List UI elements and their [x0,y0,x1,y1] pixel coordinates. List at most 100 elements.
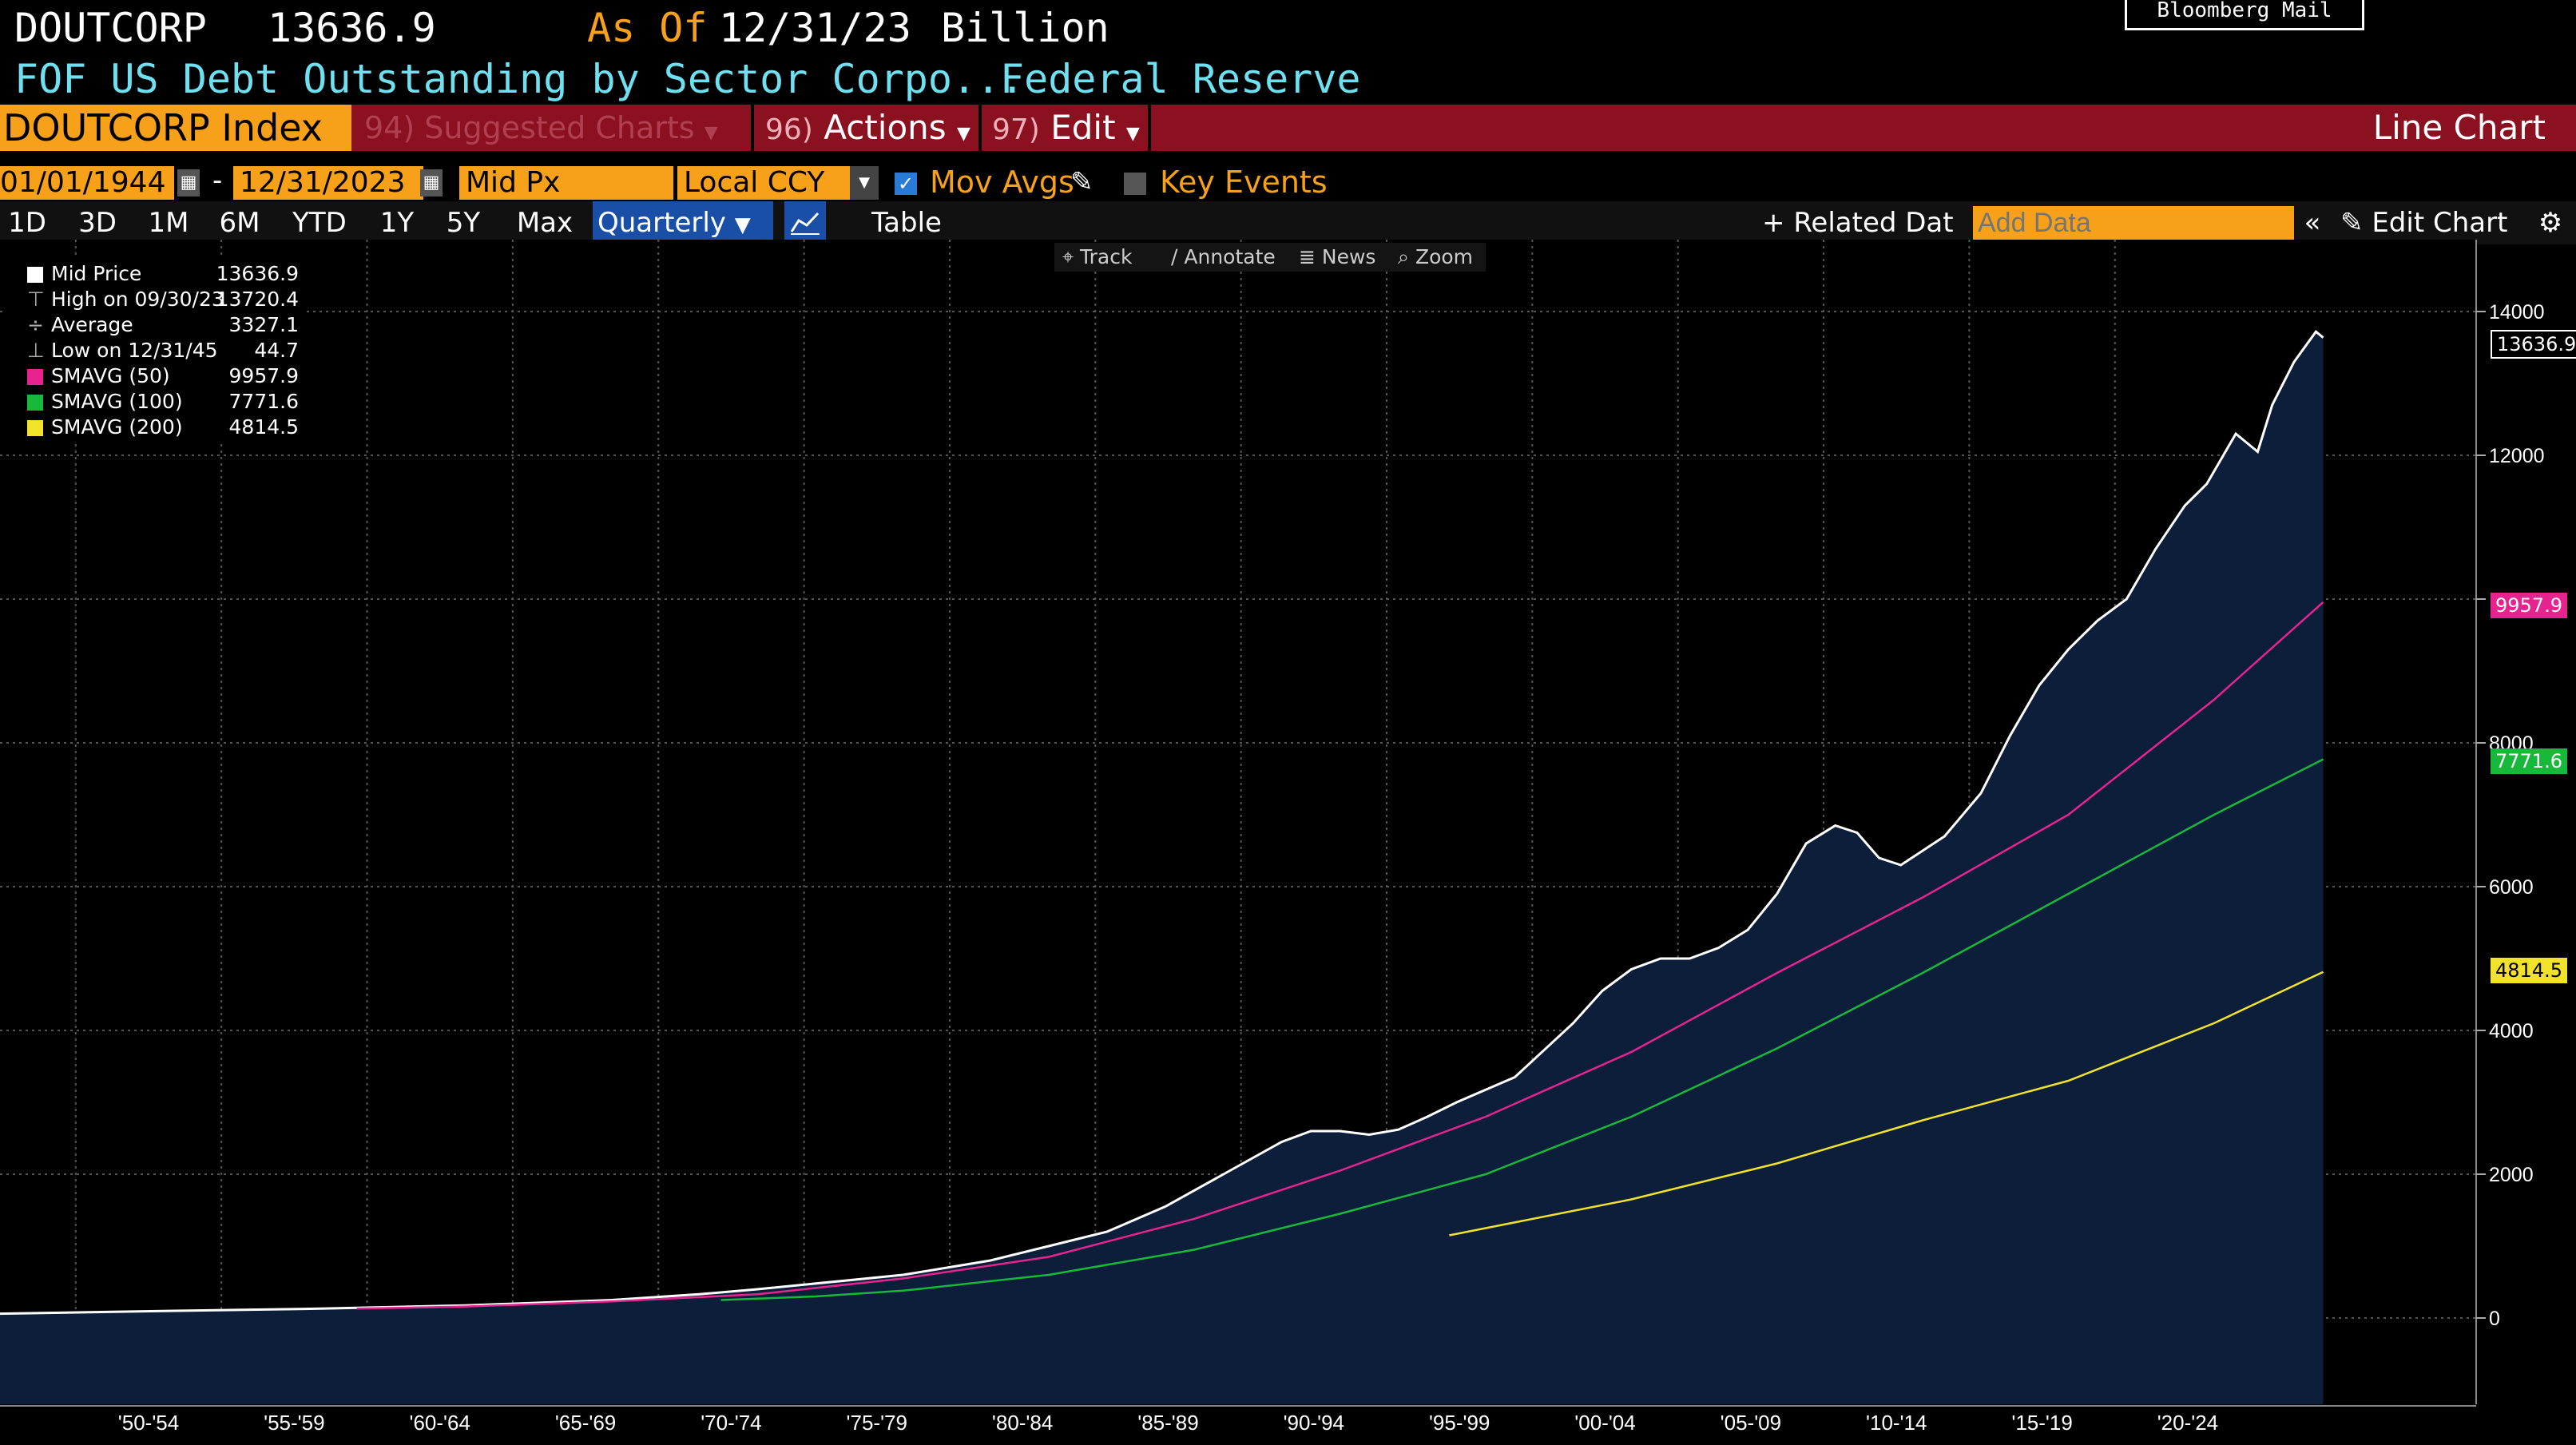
series-line-smavg-200 [1449,971,2324,1237]
end-date-input[interactable]: 12/31/2023 [233,166,423,200]
legend-value: 44.7 [254,339,299,362]
legend-value: 7771.6 [228,390,299,413]
annotate-tool[interactable]: ∕ Annotate [1171,245,1276,268]
legend-label: High on 09/30/23 [51,288,224,311]
last-value: 13636.9 [268,5,436,51]
x-tick-label: '65-'69 [555,1411,616,1435]
start-date-input[interactable]: 01/01/1944 [0,166,174,200]
chevron-down-icon[interactable]: ▼ [850,166,879,200]
news-icon: ≣ [1299,245,1316,268]
currency-select[interactable]: Local CCY [677,166,855,200]
range-tab-1d[interactable]: 1D [8,207,46,239]
x-tick-label: '55-'59 [264,1411,324,1435]
track-label: Track [1080,245,1133,268]
bloomberg-mail-button[interactable]: Bloomberg Mail [2125,0,2364,30]
series-description: FOF US Debt Outstanding by Sector Corpo.… [14,56,1025,102]
pencil-icon[interactable]: ✎ [1070,166,1094,198]
legend-value: 4814.5 [228,415,299,439]
legend-label: Average [51,313,133,336]
legend-row: Mid Price 13636.9 [10,262,305,288]
chevron-down-icon: ▼ [734,213,751,237]
data-source: Federal Reserve [1000,56,1361,102]
line-chart-icon[interactable] [784,201,826,244]
news-tool[interactable]: ≣ News [1299,245,1375,268]
table-button[interactable]: Table [871,207,942,239]
magnifier-icon: ⌕ [1398,245,1410,268]
legend-value: 9957.9 [228,364,299,387]
legend-label: Mid Price [51,262,142,285]
legend-label: SMAVG (100) [51,390,183,413]
legend-swatch [27,267,43,283]
legend-marker-icon: ⊥ [27,339,45,362]
menu-bar: DOUTCORP Index 94) Suggested Charts ▼ 96… [0,105,2576,151]
edit-number: 97) [992,113,1040,146]
range-tab-max[interactable]: Max [516,207,574,239]
calendar-icon[interactable]: ▦ [177,169,200,197]
pencil-icon: ✎ [2340,207,2364,239]
sma50-badge: 9957.9 [2491,593,2567,618]
annotate-label: Annotate [1184,245,1276,268]
legend: Mid Price 13636.9 ⊤ High on 09/30/23 13720.4… [3,257,307,441]
key-events-checkbox[interactable] [1124,173,1146,195]
legend-marker-icon: ⊤ [27,288,45,311]
range-tab-6m[interactable]: 6M [219,207,260,239]
sma100-badge: 7771.6 [2491,748,2567,774]
track-tool[interactable]: ⌖ Track [1062,245,1132,269]
range-tab-ytd[interactable]: YTD [292,207,347,239]
controls-row: 01/01/1944 ▦ - 12/31/2023 ▦ Mid Px Local… [0,161,2576,204]
price-area-fill [0,331,2324,1405]
y-tick-label: 0 [2489,1308,2500,1330]
chart-type-label: Line Chart [2372,108,2546,147]
menu-divider [1148,105,1151,151]
periodicity-select[interactable]: Quarterly ▼ [593,201,773,244]
calendar-icon[interactable]: ▦ [420,169,443,197]
crosshair-icon: ⌖ [1062,245,1074,268]
x-tick-label: '10-'14 [1866,1411,1927,1435]
series-line-smavg-50 [356,601,2324,1310]
y-tick-label: 14000 [2489,301,2545,324]
range-tab-3d[interactable]: 3D [78,207,117,239]
legend-row: SMAVG (50) 9957.9 [10,364,305,390]
legend-label: Low on 12/31/45 [51,339,218,362]
range-tab-1y[interactable]: 1Y [379,207,415,239]
legend-row: ⊥ Low on 12/31/45 44.7 [10,339,305,364]
legend-row: SMAVG (100) 7771.6 [10,390,305,415]
x-tick-label: '60-'64 [409,1411,470,1435]
security-field[interactable]: DOUTCORP Index [0,105,351,151]
x-tick-label: '95-'99 [1429,1411,1490,1435]
zoom-tool[interactable]: ⌕ Zoom [1398,245,1473,269]
y-tick-label: 6000 [2489,876,2534,899]
menu-divider [978,105,982,151]
series-line-mid-price [0,330,2324,1316]
legend-swatch [27,369,43,385]
x-tick-label: '70-'74 [701,1411,761,1435]
field-select[interactable]: Mid Px [459,166,673,200]
mov-avgs-checkbox[interactable]: ✓ [895,173,917,195]
related-data-button[interactable]: + Related Dat [1762,201,1954,244]
collapse-icon[interactable]: « [2304,207,2321,239]
legend-marker-icon: ÷ [27,313,44,336]
y-tick-label: 12000 [2489,445,2545,467]
chevron-down-icon: ▼ [1125,124,1140,144]
add-data-input[interactable] [1973,206,2294,240]
news-label: News [1321,245,1376,268]
legend-swatch [27,395,43,411]
x-tick-label: '75-'79 [847,1411,907,1435]
chart-svg[interactable]: 020004000600080001200014000'50-'54'55-'5… [0,240,2576,1445]
mov-avgs-label: Mov Avgs [930,165,1074,200]
gear-icon[interactable]: ⚙ [2538,207,2563,239]
edit-chart-button[interactable]: ✎ Edit Chart [2340,201,2532,244]
sma200-badge: 4814.5 [2491,958,2567,983]
legend-row: ⊤ High on 09/30/23 13720.4 [10,288,305,313]
actions-menu[interactable]: 96) Actions ▼ [765,105,970,151]
legend-label: SMAVG (50) [51,364,170,387]
edit-menu[interactable]: 97) Edit ▼ [992,105,1140,151]
zoom-label: Zoom [1415,245,1474,268]
chart-tools: ⌖ Track ∕ Annotate ≣ News ⌕ Zoom [1054,243,1486,272]
suggested-charts-menu[interactable]: 94) Suggested Charts ▼ [364,105,718,151]
range-tab-5y[interactable]: 5Y [446,207,481,239]
suggested-charts-label: 94) Suggested Charts [364,110,695,145]
x-tick-label: '15-'19 [2011,1411,2072,1435]
y-tick-label: 4000 [2489,1020,2534,1042]
range-tab-1m[interactable]: 1M [148,207,189,239]
